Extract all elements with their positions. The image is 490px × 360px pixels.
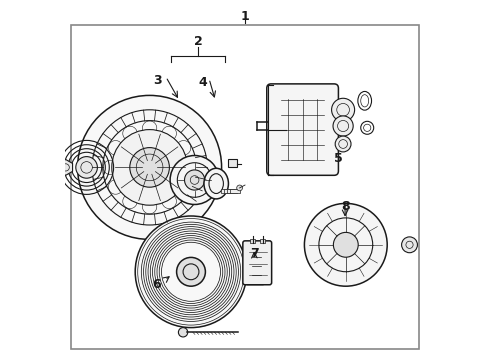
Text: 8: 8: [341, 201, 349, 213]
Circle shape: [304, 203, 387, 286]
Circle shape: [130, 148, 170, 187]
Text: 6: 6: [152, 278, 161, 291]
Circle shape: [335, 136, 351, 152]
Circle shape: [170, 156, 219, 204]
Circle shape: [333, 233, 358, 257]
Circle shape: [77, 95, 221, 239]
Circle shape: [135, 216, 247, 328]
Circle shape: [333, 116, 353, 136]
Circle shape: [76, 157, 98, 178]
Polygon shape: [59, 159, 73, 175]
Circle shape: [332, 98, 355, 121]
Circle shape: [178, 328, 188, 337]
Bar: [228, 159, 237, 167]
Text: 7: 7: [250, 247, 259, 260]
Circle shape: [237, 185, 243, 191]
Polygon shape: [164, 235, 182, 249]
Bar: [220, 189, 231, 193]
Bar: [230, 189, 240, 193]
FancyBboxPatch shape: [245, 248, 265, 285]
Text: 4: 4: [198, 76, 207, 89]
Circle shape: [176, 257, 205, 286]
Text: 5: 5: [334, 152, 343, 165]
Bar: [224, 189, 234, 193]
Text: 2: 2: [194, 35, 202, 48]
Circle shape: [112, 130, 187, 205]
FancyBboxPatch shape: [267, 84, 339, 175]
Bar: [261, 239, 265, 243]
Text: 3: 3: [153, 75, 162, 87]
Circle shape: [402, 237, 417, 253]
Bar: [227, 189, 237, 193]
Circle shape: [185, 170, 205, 190]
Ellipse shape: [204, 168, 228, 199]
Text: 1: 1: [241, 10, 249, 23]
Bar: [250, 239, 255, 243]
FancyBboxPatch shape: [243, 241, 271, 285]
